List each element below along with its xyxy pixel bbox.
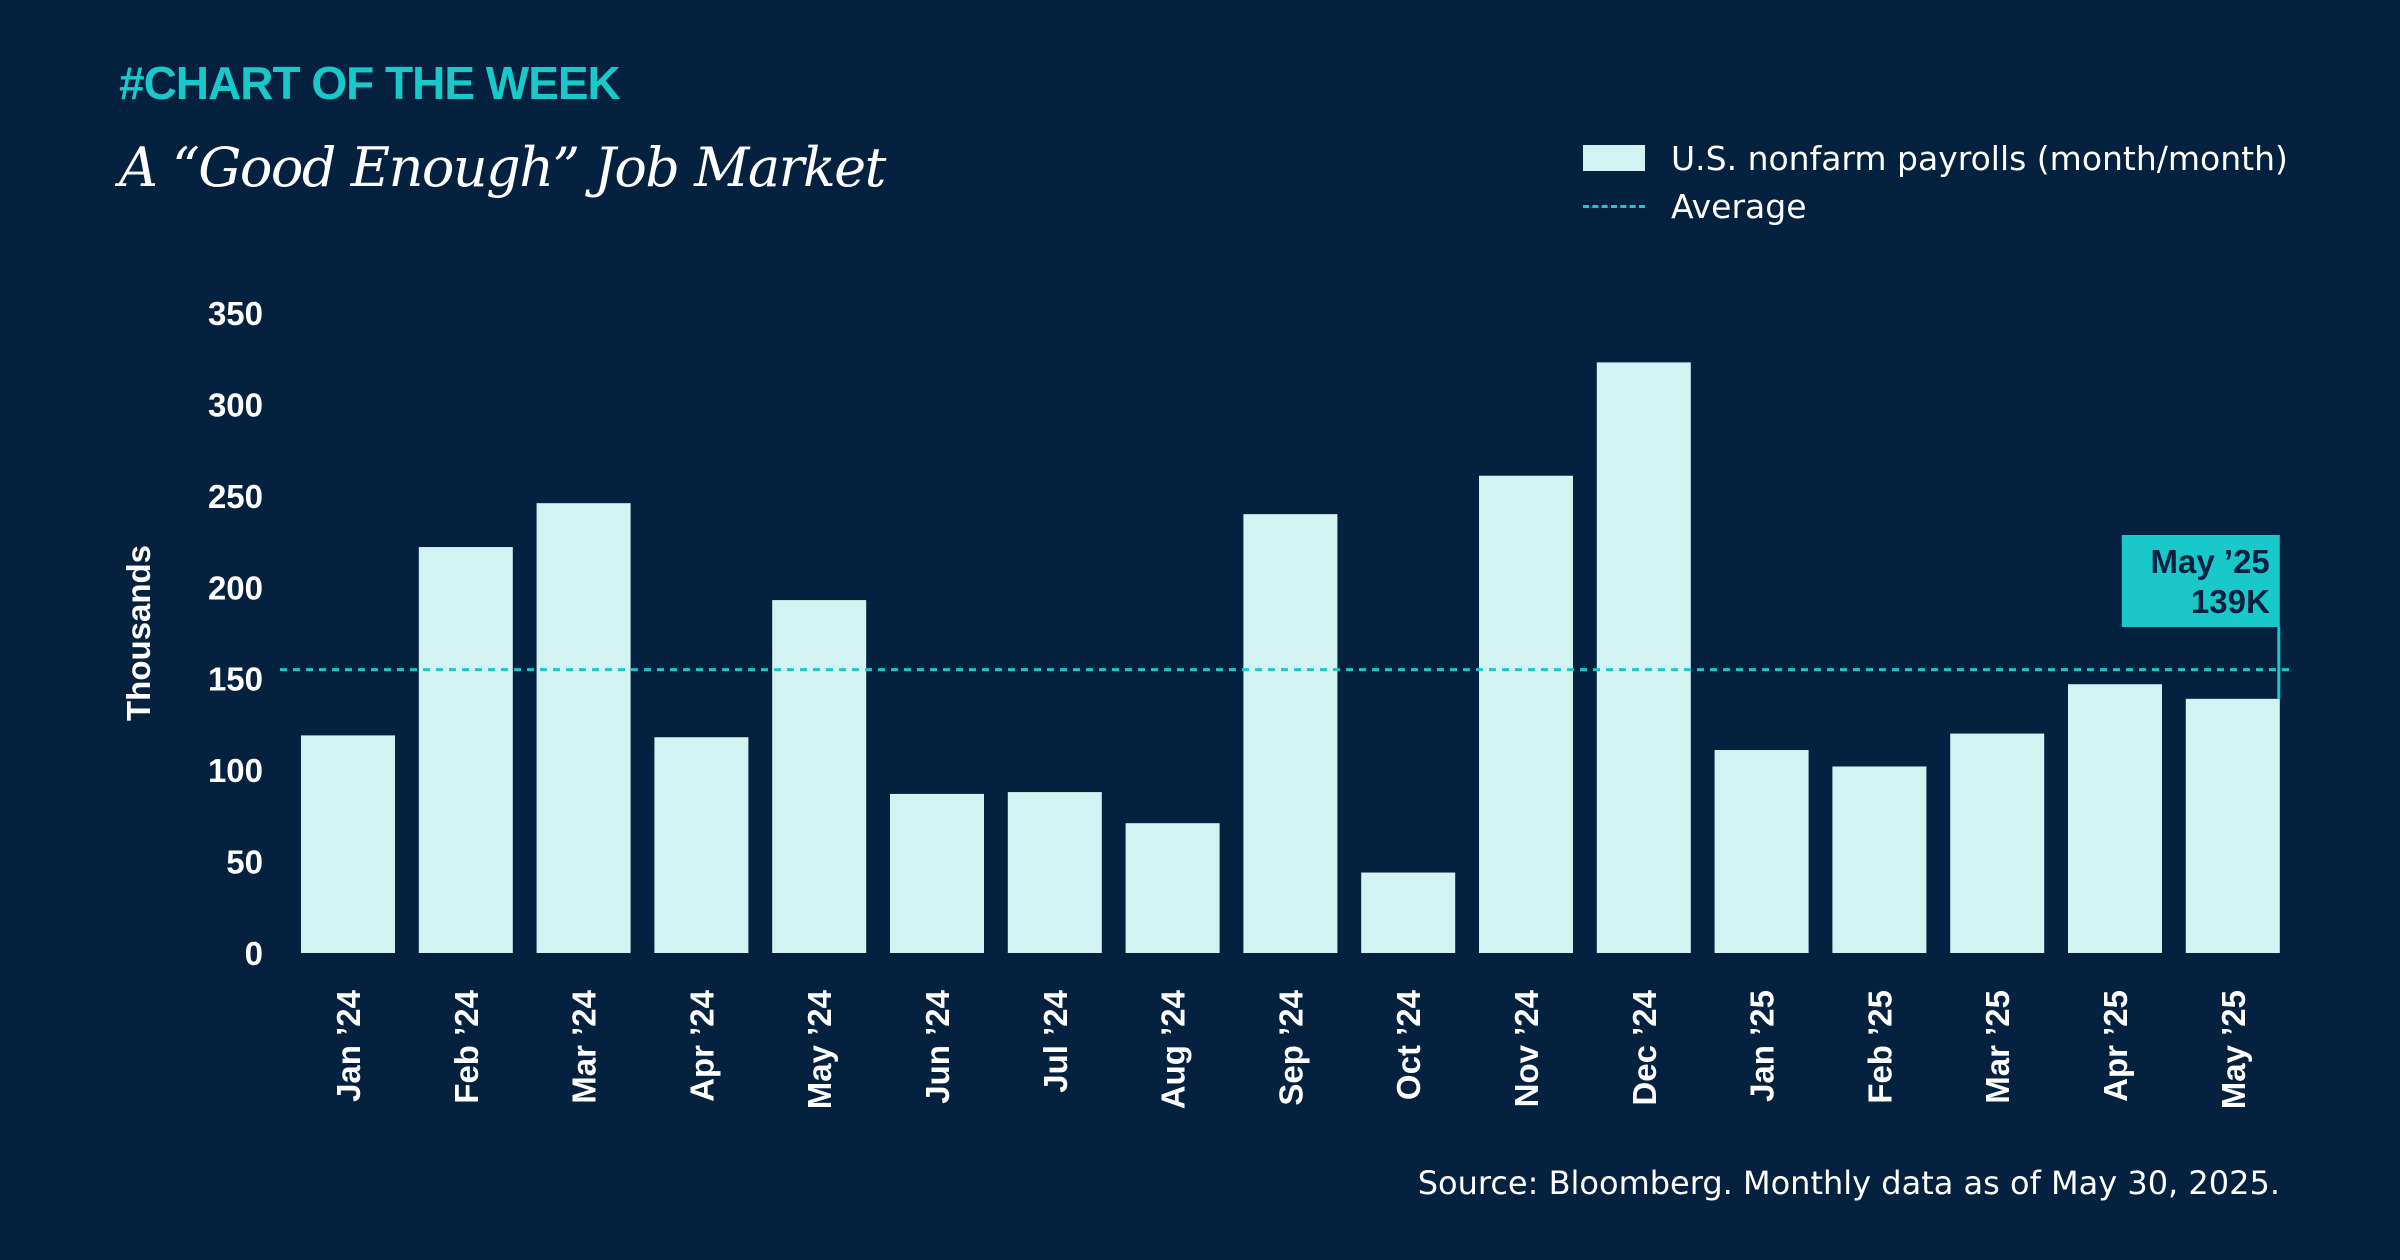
y-axis-label: Thousands bbox=[120, 545, 157, 721]
x-tick-label: Mar ’25 bbox=[1979, 990, 2016, 1104]
callout-month: May ’25 bbox=[2151, 543, 2270, 580]
bar bbox=[1007, 792, 1102, 953]
legend: U.S. nonfarm payrolls (month/month) Aver… bbox=[1583, 134, 2288, 230]
bar bbox=[1479, 475, 1573, 953]
y-tick-label: 200 bbox=[208, 569, 263, 606]
x-tick-label: Oct ’24 bbox=[1390, 989, 1427, 1100]
bar bbox=[1361, 872, 1456, 953]
y-tick-label: 50 bbox=[226, 844, 263, 881]
bar bbox=[890, 793, 984, 953]
bar bbox=[654, 737, 749, 953]
x-tick-label: May ’24 bbox=[801, 989, 838, 1109]
bar bbox=[1950, 733, 2045, 953]
bar bbox=[536, 503, 631, 953]
x-tick-label: Dec ’24 bbox=[1626, 989, 1663, 1105]
x-tick-label: Jan ’24 bbox=[330, 989, 367, 1102]
x-tick-label: Sep ’24 bbox=[1272, 989, 1309, 1105]
kicker-label: #CHART OF THE WEEK bbox=[119, 57, 621, 109]
bar bbox=[1125, 823, 1220, 953]
legend-item-payrolls: U.S. nonfarm payrolls (month/month) bbox=[1583, 134, 2288, 182]
legend-bar-swatch bbox=[1583, 145, 1645, 171]
source-note: Source: Bloomberg. Monthly data as of Ma… bbox=[1417, 1164, 2280, 1202]
bar bbox=[1832, 766, 1927, 953]
y-tick-label: 250 bbox=[208, 478, 263, 515]
legend-item-average: Average bbox=[1583, 182, 2288, 230]
legend-line-swatch bbox=[1583, 204, 1645, 208]
x-tick-label: Nov ’24 bbox=[1508, 989, 1545, 1107]
x-tick-label: Feb ’25 bbox=[1861, 990, 1898, 1104]
bar bbox=[2185, 698, 2280, 953]
y-tick-label: 300 bbox=[208, 386, 263, 423]
x-tick-label: Feb ’24 bbox=[448, 989, 485, 1103]
y-tick-label: 100 bbox=[208, 752, 263, 789]
x-tick-label: Apr ’24 bbox=[683, 989, 720, 1102]
bar bbox=[1243, 514, 1338, 953]
x-tick-label: Apr ’25 bbox=[2097, 990, 2134, 1102]
callout-value: 139K bbox=[2191, 583, 2270, 620]
bar bbox=[1714, 750, 1809, 953]
x-tick-label: Jul ’24 bbox=[1037, 989, 1074, 1092]
x-tick-label: Jan ’25 bbox=[1744, 990, 1781, 1102]
y-tick-label: 350 bbox=[208, 295, 263, 332]
chart-title: A “Good Enough” Job Market bbox=[119, 136, 886, 199]
x-tick-label: Jun ’24 bbox=[919, 989, 956, 1103]
bar bbox=[772, 600, 867, 953]
bar bbox=[301, 735, 395, 953]
bar bbox=[418, 547, 513, 953]
x-tick-label: Aug ’24 bbox=[1155, 989, 1192, 1109]
callout-box bbox=[2121, 535, 2280, 627]
x-tick-label: May ’25 bbox=[2215, 990, 2252, 1109]
bar bbox=[2068, 684, 2162, 953]
x-tick-label: Mar ’24 bbox=[566, 989, 603, 1103]
y-tick-label: 150 bbox=[208, 661, 263, 698]
bar bbox=[1596, 362, 1691, 953]
legend-label-average: Average bbox=[1671, 186, 1807, 226]
legend-label-payrolls: U.S. nonfarm payrolls (month/month) bbox=[1671, 138, 2288, 178]
y-tick-label: 0 bbox=[245, 935, 263, 972]
